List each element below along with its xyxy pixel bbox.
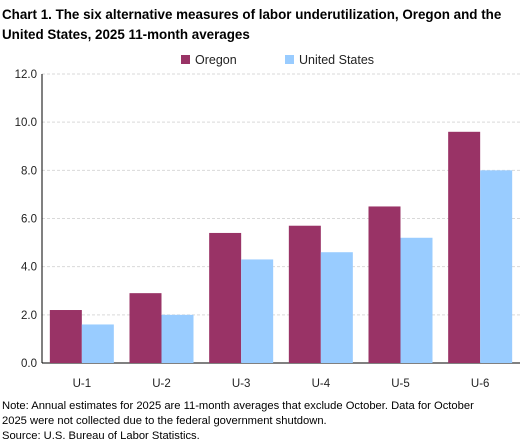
y-tick-label: 10.0 xyxy=(15,117,37,129)
bar-united-states-u-3 xyxy=(241,259,274,363)
y-tick-label: 6.0 xyxy=(21,214,37,226)
chart-notes: Note: Annual estimates for 2025 are 11-m… xyxy=(2,399,525,444)
x-tick-label: U-5 xyxy=(391,378,410,390)
source-line: Source: U.S. Bureau of Labor Statistics. xyxy=(2,430,200,442)
legend-swatch-oregon xyxy=(181,55,190,64)
bar-oregon-u-3 xyxy=(209,232,242,363)
bar-united-states-u-1 xyxy=(81,324,114,363)
bar-united-states-u-4 xyxy=(320,252,353,363)
chart-title: Chart 1. The six alternative measures of… xyxy=(2,7,502,42)
legend-swatch-united-states xyxy=(285,55,294,64)
bar-oregon-u-6 xyxy=(448,131,481,363)
bar-oregon-u-1 xyxy=(49,310,82,363)
x-tick-label: U-1 xyxy=(73,378,92,390)
x-tick-label: U-6 xyxy=(471,378,490,390)
x-tick-label: U-3 xyxy=(232,378,251,390)
y-tick-label: 8.0 xyxy=(21,165,37,177)
y-tick-label: 2.0 xyxy=(21,310,37,322)
y-tick-label: 4.0 xyxy=(21,262,37,274)
bar-oregon-u-5 xyxy=(368,206,401,363)
bar-oregon-u-2 xyxy=(129,293,162,363)
note-line-1: Note: Annual estimates for 2025 are 11-m… xyxy=(2,400,474,412)
note-line-2: 2025 were not collected due to the feder… xyxy=(2,415,327,427)
bar-united-states-u-6 xyxy=(480,170,513,363)
bar-united-states-u-5 xyxy=(400,237,433,363)
bar-oregon-u-4 xyxy=(288,225,321,363)
bar-chart: 0.0 2.0 4.0 6.0 8.0 10.0 12.0 U-1 U-2 U-3 U-4 U-5 U-… xyxy=(15,53,520,390)
bar-united-states-u-2 xyxy=(161,314,194,363)
y-tick-label: 0.0 xyxy=(21,358,37,370)
x-tick-label: U-2 xyxy=(152,378,171,390)
legend-label-united-states: United States xyxy=(299,53,374,67)
legend-label-oregon: Oregon xyxy=(195,53,237,67)
x-tick-label: U-4 xyxy=(312,378,331,390)
y-tick-label: 12.0 xyxy=(15,69,37,81)
